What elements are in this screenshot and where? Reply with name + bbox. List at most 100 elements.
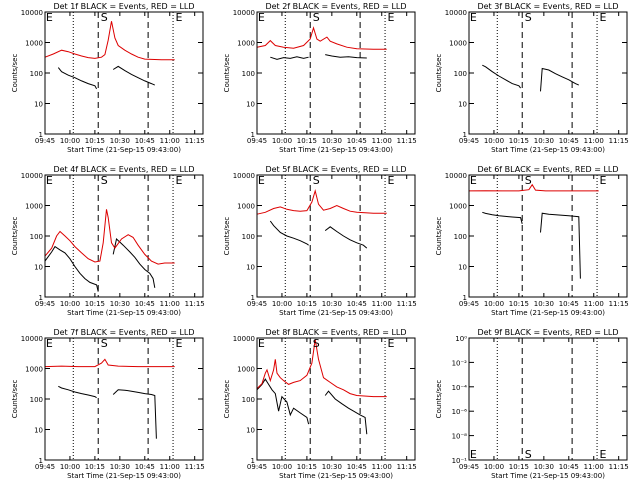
x-axis-label: Start Time (21-Sep-15 09:43:00) — [279, 309, 393, 317]
detector-panel-3: Det 3f BLACK = Events, RED = LLD 09:45 10:… — [435, 2, 629, 154]
x-tick-label: 10:00 — [484, 137, 504, 145]
panel-title: Det 7f BLACK = Events, RED = LLD — [53, 328, 194, 337]
series-events-line — [58, 385, 97, 399]
x-tick-label: 11:15 — [609, 137, 629, 145]
x-tick-label: 10:45 — [347, 300, 367, 308]
x-tick-label: 11:00 — [160, 137, 180, 145]
series-events-line — [269, 220, 309, 246]
y-tick-label: 10000 — [21, 172, 43, 180]
y-axis-label: Counts/sec — [11, 380, 19, 419]
y-tick-label: 10 — [458, 264, 467, 272]
panel-title: Det 8f BLACK = Events, RED = LLD — [265, 328, 406, 337]
end-marker: E — [600, 174, 607, 187]
y-tick-label: 1000 — [237, 40, 255, 48]
x-tick-label: 10:15 — [297, 300, 317, 308]
x-tick-label: 09:45 — [35, 137, 55, 145]
y-tick-label: 1 — [251, 457, 255, 465]
y-tick-label: 10 — [34, 101, 43, 109]
y-tick-label: 10 — [34, 264, 43, 272]
y-tick-label: 1 — [463, 294, 467, 302]
s-marker: S — [101, 174, 108, 187]
y-tick-label: 1000 — [25, 366, 43, 374]
plot-frame — [44, 337, 204, 461]
x-tick-label: 11:00 — [372, 300, 392, 308]
series-events-line — [44, 245, 99, 292]
x-tick-label: 11:15 — [397, 463, 417, 471]
x-tick-label: 10:30 — [534, 300, 554, 308]
x-tick-label: 10:45 — [347, 137, 367, 145]
x-tick-label: 10:00 — [272, 463, 292, 471]
plot-frame — [44, 11, 204, 135]
y-tick-label: 100 — [242, 233, 255, 241]
x-tick-label: 10:15 — [297, 137, 317, 145]
x-tick-label: 09:45 — [35, 300, 55, 308]
panel-title: Det 6f BLACK = Events, RED = LLD — [477, 165, 618, 174]
x-tick-label: 10:00 — [60, 137, 80, 145]
start-marker: E — [258, 174, 265, 187]
y-tick-label: 10⁻⁸ — [452, 433, 468, 441]
y-tick-label: 1 — [39, 131, 43, 139]
x-tick-label: 10:00 — [484, 300, 504, 308]
x-axis-label: Start Time (21-Sep-15 09:43:00) — [67, 146, 181, 154]
start-marker: E — [470, 174, 477, 187]
y-tick-label: 10⁰ — [455, 335, 467, 343]
s-marker: S — [525, 174, 532, 187]
x-tick-label: 10:45 — [559, 300, 579, 308]
y-tick-label: 10000 — [233, 335, 255, 343]
y-tick-label: 100 — [454, 70, 467, 78]
x-tick-label: 10:30 — [110, 300, 130, 308]
s-marker: S — [525, 11, 532, 24]
x-tick-label: 10:30 — [534, 463, 554, 471]
y-tick-label: 1 — [39, 457, 43, 465]
x-tick-label: 09:45 — [247, 300, 267, 308]
x-tick-label: 11:00 — [584, 300, 604, 308]
detector-panel-2: Det 2f BLACK = Events, RED = LLD 09:45 10:… — [223, 2, 417, 154]
plot-frame — [44, 174, 204, 298]
x-tick-label: 11:00 — [372, 463, 392, 471]
series-events-line — [540, 212, 581, 279]
y-tick-label: 1000 — [237, 366, 255, 374]
x-tick-label: 11:15 — [609, 300, 629, 308]
s-marker: S — [313, 174, 320, 187]
end-marker: E — [388, 337, 395, 350]
x-tick-label: 11:15 — [397, 137, 417, 145]
x-tick-label: 09:45 — [247, 463, 267, 471]
plot-frame — [468, 337, 628, 461]
end-marker: E — [176, 11, 183, 24]
x-tick-label: 11:15 — [609, 463, 629, 471]
x-tick-label: 10:30 — [322, 463, 342, 471]
x-tick-label: 10:00 — [484, 463, 504, 471]
x-tick-label: 10:45 — [135, 463, 155, 471]
end-marker: E — [388, 174, 395, 187]
panel-title: Det 5f BLACK = Events, RED = LLD — [265, 165, 406, 174]
y-tick-label: 10000 — [21, 9, 43, 17]
y-axis-label: Counts/sec — [435, 380, 443, 419]
panel-title: Det 1f BLACK = Events, RED = LLD — [53, 2, 194, 11]
x-tick-label: 10:15 — [297, 463, 317, 471]
start-marker: E — [258, 11, 265, 24]
x-tick-label: 11:15 — [185, 137, 205, 145]
y-tick-label: 1000 — [237, 203, 255, 211]
series-events-line — [482, 64, 522, 89]
y-tick-label: 1 — [463, 131, 467, 139]
end-marker: E — [600, 448, 607, 461]
x-tick-label: 11:00 — [584, 463, 604, 471]
y-axis-label: Counts/sec — [223, 217, 231, 256]
start-marker: E — [470, 11, 477, 24]
end-marker: E — [176, 174, 183, 187]
y-tick-label: 1000 — [449, 203, 467, 211]
x-tick-label: 10:00 — [60, 300, 80, 308]
panel-title: Det 9f BLACK = Events, RED = LLD — [477, 328, 618, 337]
y-tick-label: 1 — [251, 131, 255, 139]
s-marker: S — [525, 448, 532, 461]
s-marker: S — [101, 337, 108, 350]
series-events-line — [324, 390, 368, 435]
x-tick-label: 09:45 — [459, 463, 479, 471]
start-marker: E — [46, 337, 53, 350]
y-axis-label: Counts/sec — [435, 217, 443, 256]
y-axis-label: Counts/sec — [11, 217, 19, 256]
detector-panel-6: Det 6f BLACK = Events, RED = LLD 09:45 10:… — [435, 165, 629, 317]
series-lld-line — [44, 209, 175, 265]
y-tick-label: 10000 — [21, 335, 43, 343]
